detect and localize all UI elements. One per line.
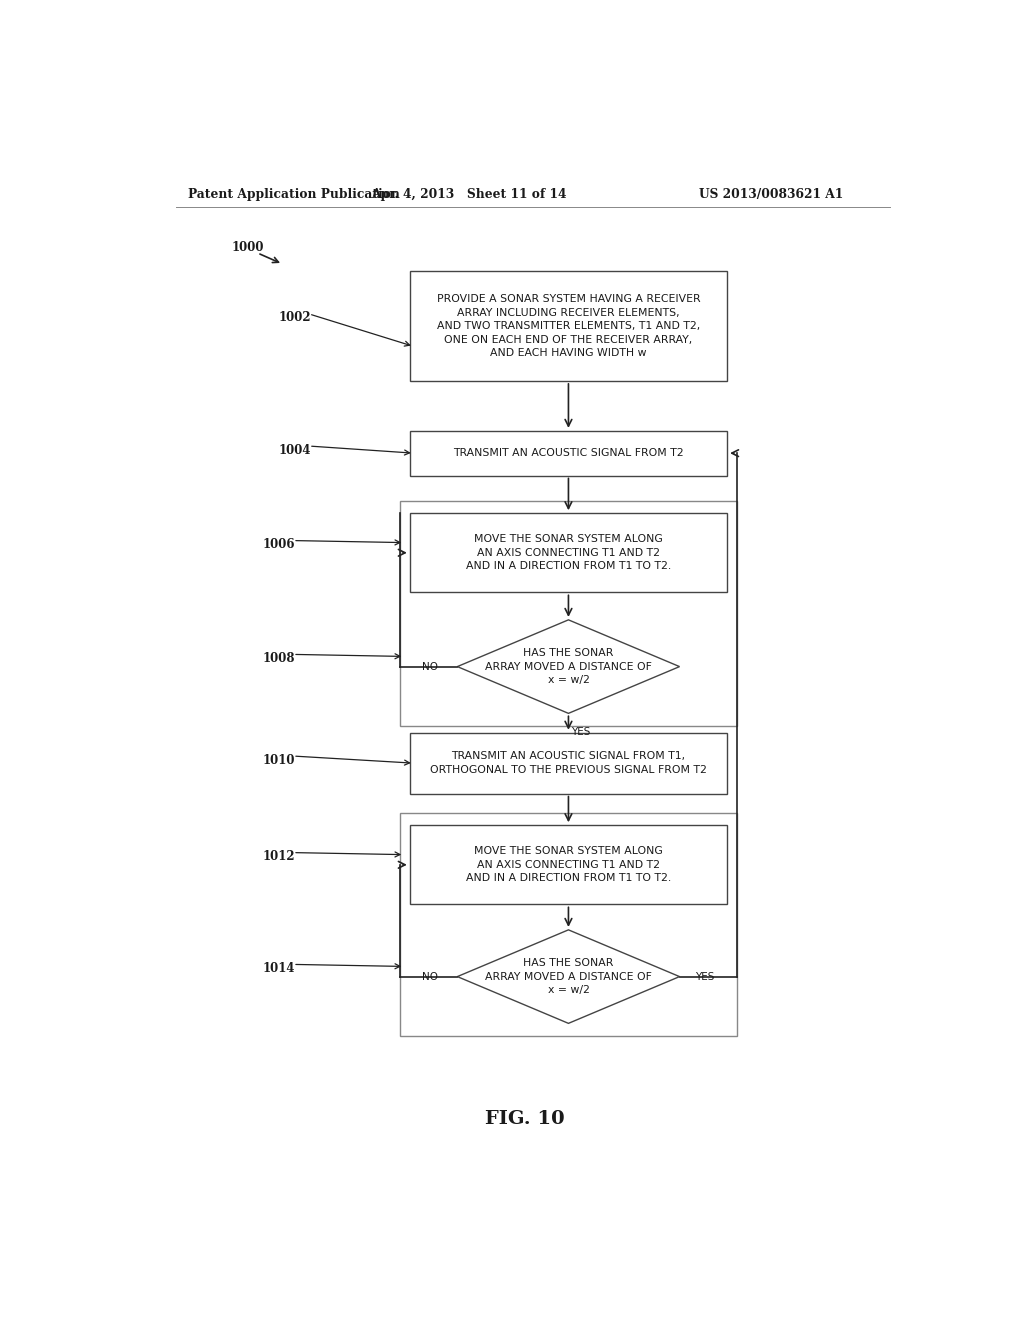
Text: 1000: 1000 <box>231 242 263 255</box>
Text: 1004: 1004 <box>279 444 311 457</box>
Text: 1002: 1002 <box>279 312 311 325</box>
FancyBboxPatch shape <box>410 825 727 904</box>
Text: 1010: 1010 <box>263 754 295 767</box>
FancyBboxPatch shape <box>410 513 727 593</box>
Text: 1008: 1008 <box>263 652 295 665</box>
Text: TRANSMIT AN ACOUSTIC SIGNAL FROM T1,
ORTHOGONAL TO THE PREVIOUS SIGNAL FROM T2: TRANSMIT AN ACOUSTIC SIGNAL FROM T1, ORT… <box>430 751 707 775</box>
FancyBboxPatch shape <box>410 430 727 475</box>
Text: 1012: 1012 <box>263 850 296 863</box>
Polygon shape <box>458 929 680 1023</box>
Text: Apr. 4, 2013   Sheet 11 of 14: Apr. 4, 2013 Sheet 11 of 14 <box>372 189 567 202</box>
Text: PROVIDE A SONAR SYSTEM HAVING A RECEIVER
ARRAY INCLUDING RECEIVER ELEMENTS,
AND : PROVIDE A SONAR SYSTEM HAVING A RECEIVER… <box>436 294 700 358</box>
Text: HAS THE SONAR
ARRAY MOVED A DISTANCE OF
x = w/2: HAS THE SONAR ARRAY MOVED A DISTANCE OF … <box>485 958 652 995</box>
FancyBboxPatch shape <box>410 271 727 381</box>
Text: 1014: 1014 <box>263 962 295 975</box>
Text: HAS THE SONAR
ARRAY MOVED A DISTANCE OF
x = w/2: HAS THE SONAR ARRAY MOVED A DISTANCE OF … <box>485 648 652 685</box>
Text: NO: NO <box>422 972 437 982</box>
Text: FIG. 10: FIG. 10 <box>485 1110 564 1127</box>
Text: NO: NO <box>422 661 437 672</box>
Text: 1006: 1006 <box>263 539 295 552</box>
Text: MOVE THE SONAR SYSTEM ALONG
AN AXIS CONNECTING T1 AND T2
AND IN A DIRECTION FROM: MOVE THE SONAR SYSTEM ALONG AN AXIS CONN… <box>466 846 671 883</box>
Text: YES: YES <box>695 972 715 982</box>
FancyBboxPatch shape <box>410 733 727 793</box>
Text: Patent Application Publication: Patent Application Publication <box>187 189 399 202</box>
Polygon shape <box>458 620 680 713</box>
Text: YES: YES <box>570 726 590 737</box>
Text: TRANSMIT AN ACOUSTIC SIGNAL FROM T2: TRANSMIT AN ACOUSTIC SIGNAL FROM T2 <box>454 449 684 458</box>
Text: MOVE THE SONAR SYSTEM ALONG
AN AXIS CONNECTING T1 AND T2
AND IN A DIRECTION FROM: MOVE THE SONAR SYSTEM ALONG AN AXIS CONN… <box>466 535 671 572</box>
Text: US 2013/0083621 A1: US 2013/0083621 A1 <box>699 189 844 202</box>
